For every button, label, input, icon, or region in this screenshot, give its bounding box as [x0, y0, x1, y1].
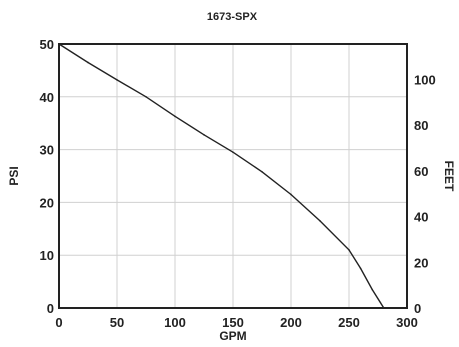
x-tick-label: 0 — [55, 315, 62, 330]
y-axis-left: 0 10 20 30 40 50 — [40, 37, 54, 316]
y-tick-label: 40 — [40, 90, 54, 105]
x-tick-label: 300 — [396, 315, 418, 330]
chart-title: 1673-SPX — [207, 11, 258, 23]
x-tick-label: 200 — [280, 315, 302, 330]
data-point — [371, 288, 374, 291]
plot-frame — [58, 43, 408, 309]
y-tick-label: 0 — [47, 301, 54, 316]
data-point — [359, 267, 362, 270]
y-tick-label: 10 — [40, 248, 54, 263]
x-axis: 0 50 100 150 200 250 300 — [55, 315, 417, 330]
y2-tick-label: 100 — [414, 72, 436, 87]
data-point — [203, 134, 205, 136]
data-point — [348, 249, 350, 251]
data-point — [145, 96, 147, 98]
x-tick-label: 50 — [110, 315, 124, 330]
x-axis-title: GPM — [219, 329, 246, 343]
x-tick-label: 100 — [164, 315, 186, 330]
y2-axis-title: FEET — [442, 161, 456, 192]
pump-curve-line — [58, 43, 385, 309]
y-tick-label: 50 — [40, 37, 54, 52]
y-tick-label: 30 — [40, 143, 54, 158]
y2-tick-label: 60 — [414, 164, 428, 179]
y-axis-right: 0 20 40 60 80 100 — [414, 72, 436, 316]
x-tick-label: 150 — [222, 315, 244, 330]
y2-tick-label: 20 — [414, 255, 428, 270]
data-point — [261, 170, 263, 173]
y-tick-label: 20 — [40, 195, 54, 210]
data-point — [319, 220, 321, 222]
data-point — [174, 115, 176, 118]
y2-tick-label: 40 — [414, 210, 428, 225]
x-tick-label: 250 — [338, 315, 360, 330]
data-point — [290, 193, 292, 196]
y2-tick-label: 0 — [414, 301, 421, 316]
y-axis-title: PSI — [7, 166, 21, 185]
grid — [59, 44, 407, 308]
series-layer — [58, 43, 385, 309]
data-point — [87, 61, 89, 64]
y2-tick-label: 80 — [414, 118, 428, 133]
data-point — [116, 79, 118, 81]
data-point — [232, 151, 234, 154]
